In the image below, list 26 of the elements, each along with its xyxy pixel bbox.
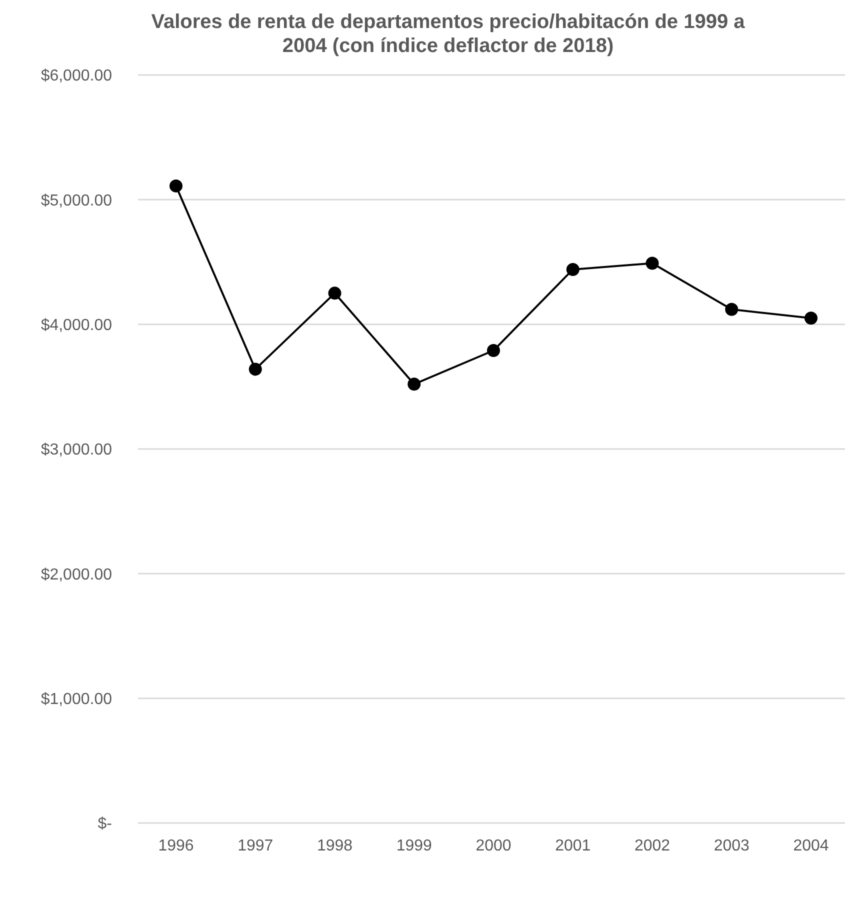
point	[170, 179, 182, 192]
x-tick-label: 1996	[158, 837, 194, 854]
x-tick-label: 2003	[714, 837, 750, 854]
x-tick-label: 2000	[476, 837, 512, 854]
y-tick-label: $5,000.00	[40, 192, 112, 210]
point	[646, 256, 659, 270]
y-tick-label: $-	[98, 816, 112, 833]
y-tick-label: $2,000.00	[40, 566, 112, 584]
point	[328, 286, 342, 300]
y-tick-label: $1,000.00	[40, 691, 112, 708]
point	[566, 262, 580, 276]
y-tick-label: $6,000.00	[40, 68, 112, 85]
x-tick-label: 1998	[316, 837, 353, 854]
x-tick-label: 2002	[634, 837, 670, 854]
point	[804, 312, 818, 325]
y-tick-label: $4,000.00	[40, 317, 112, 334]
point	[248, 362, 262, 376]
y-tick-label: $3,000.00	[40, 442, 112, 459]
x-tick-label: 1997	[238, 837, 274, 854]
x-tick-label: 2001	[555, 837, 591, 854]
x-tick-label: 2004	[793, 837, 829, 854]
chart-title: Valores de renta de departamentos precio/habitacón de 1999 a 2004 (con índice deflactor de 2018)	[150, 10, 746, 58]
point	[487, 344, 500, 358]
point	[408, 378, 421, 391]
x-tick-label: 1999	[396, 837, 432, 854]
point	[725, 302, 738, 316]
